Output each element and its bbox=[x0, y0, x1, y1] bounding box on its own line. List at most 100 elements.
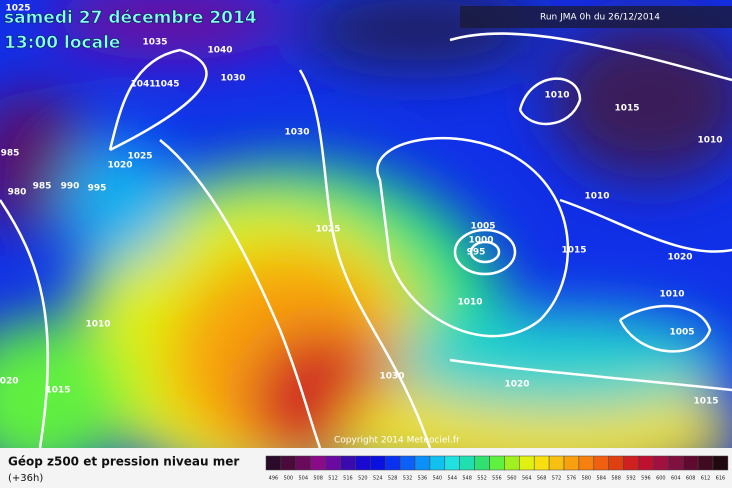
isobar-label: 1041 bbox=[130, 80, 155, 90]
scale-label: 536 bbox=[418, 476, 428, 482]
scale-label: 516 bbox=[343, 476, 353, 482]
scale-label: 616 bbox=[716, 476, 726, 482]
scale-swatch bbox=[697, 455, 714, 471]
scale-swatch bbox=[414, 455, 431, 471]
scale-swatch bbox=[444, 455, 460, 471]
isobar-label: 1030 bbox=[220, 74, 245, 84]
scale-label: 584 bbox=[596, 476, 606, 482]
scale-swatch bbox=[399, 455, 416, 471]
isobar-label: 1005 bbox=[669, 328, 694, 338]
scale-label: 596 bbox=[641, 476, 651, 482]
scale-label: 524 bbox=[373, 476, 383, 482]
isobar-label: 1020 bbox=[0, 377, 19, 387]
scale-label: 548 bbox=[462, 476, 472, 482]
scale-label: 564 bbox=[522, 476, 532, 482]
scale-label: 544 bbox=[447, 476, 457, 482]
scale-label: 508 bbox=[313, 476, 323, 482]
scale-label: 556 bbox=[492, 476, 502, 482]
isobar-label: 1020 bbox=[504, 380, 529, 390]
scale-label: 552 bbox=[477, 476, 487, 482]
isobar-label: 1010 bbox=[85, 320, 110, 330]
isobar-label: 1010 bbox=[659, 290, 684, 300]
isobar-label: 1015 bbox=[614, 104, 639, 114]
scale-label: 504 bbox=[298, 476, 308, 482]
isobar-label: 1005 bbox=[470, 222, 495, 232]
scale-label: 572 bbox=[552, 476, 562, 482]
scale-swatch bbox=[712, 455, 729, 471]
scale-label: 608 bbox=[686, 476, 696, 482]
scale-swatch bbox=[682, 455, 699, 471]
isobar-label: 985 bbox=[33, 182, 52, 192]
isobar-label: 1015 bbox=[561, 246, 586, 256]
scale-swatch bbox=[429, 455, 446, 471]
scale-swatch bbox=[295, 455, 311, 471]
isobar-label: 985 bbox=[1, 149, 20, 159]
scale-swatch bbox=[459, 455, 475, 471]
scale-swatch bbox=[548, 455, 565, 471]
isobar-label: 1010 bbox=[544, 91, 569, 101]
isobar-label: 995 bbox=[88, 184, 107, 194]
isobar-label: 1010 bbox=[697, 136, 722, 146]
scale-label: 604 bbox=[671, 476, 681, 482]
isobar-label: 1030 bbox=[284, 128, 309, 138]
isobar-label: 990 bbox=[61, 182, 80, 192]
scale-swatch bbox=[355, 455, 371, 471]
scale-label: 612 bbox=[701, 476, 711, 482]
scale-swatch bbox=[578, 455, 595, 471]
scale-swatch bbox=[638, 455, 654, 471]
scale-swatch bbox=[280, 455, 297, 471]
isobar-label: 995 bbox=[467, 248, 486, 258]
isobar-label: 1045 bbox=[154, 80, 179, 90]
scale-swatch bbox=[533, 455, 550, 471]
isobar-label: 1015 bbox=[693, 397, 718, 407]
scale-label: 528 bbox=[388, 476, 398, 482]
scale-label: 580 bbox=[582, 476, 592, 482]
scale-label: 532 bbox=[403, 476, 413, 482]
isobar-label: 1030 bbox=[379, 372, 404, 382]
isobar-label: 1020 bbox=[107, 161, 132, 171]
scale-swatch bbox=[489, 455, 505, 471]
isobar-label: 1025 bbox=[5, 4, 30, 14]
scale-label: 520 bbox=[358, 476, 368, 482]
scale-swatch bbox=[519, 455, 535, 471]
scale-swatch bbox=[593, 455, 609, 471]
scale-swatch bbox=[265, 455, 282, 471]
scale-swatch bbox=[623, 455, 639, 471]
isobar-label: 1015 bbox=[45, 386, 70, 396]
scale-swatch bbox=[653, 455, 669, 471]
isobars bbox=[0, 32, 732, 449]
scale-swatch bbox=[370, 455, 386, 471]
isobar-label: 1010 bbox=[584, 192, 609, 202]
isobar-label: 1025 bbox=[127, 152, 152, 162]
scale-swatch bbox=[474, 455, 490, 471]
scale-label: 496 bbox=[269, 476, 279, 482]
scale-swatch bbox=[384, 455, 401, 471]
isobar-label: 1020 bbox=[667, 253, 692, 263]
isobar-label: 1000 bbox=[468, 236, 493, 246]
copyright: Copyright 2014 Meteociel.fr bbox=[334, 436, 460, 446]
scale-label: 560 bbox=[507, 476, 517, 482]
isobar-label: 1040 bbox=[207, 46, 232, 56]
scale-swatch bbox=[608, 455, 624, 471]
map-subtitle: 13:00 locale bbox=[4, 33, 120, 53]
run-box bbox=[460, 6, 732, 28]
footer-title: Géop z500 et pression niveau mer bbox=[8, 455, 239, 469]
scale-swatch bbox=[668, 455, 684, 471]
isobar-label: 980 bbox=[8, 188, 27, 198]
scale-label: 512 bbox=[328, 476, 338, 482]
scale-label: 592 bbox=[626, 476, 636, 482]
scale-label: 500 bbox=[284, 476, 294, 482]
isobar-label: 1035 bbox=[142, 38, 167, 48]
run-label: Run JMA 0h du 26/12/2014 bbox=[540, 13, 660, 23]
scale-swatch bbox=[563, 455, 580, 471]
isobar-label: 1010 bbox=[457, 298, 482, 308]
scale-label: 588 bbox=[611, 476, 621, 482]
scale-swatch bbox=[504, 455, 520, 471]
scale-label: 568 bbox=[537, 476, 547, 482]
scale-swatch bbox=[340, 455, 356, 471]
scale-swatch bbox=[325, 455, 341, 471]
map-title: samedi 27 décembre 2014 bbox=[4, 8, 257, 28]
scale-label: 600 bbox=[656, 476, 666, 482]
